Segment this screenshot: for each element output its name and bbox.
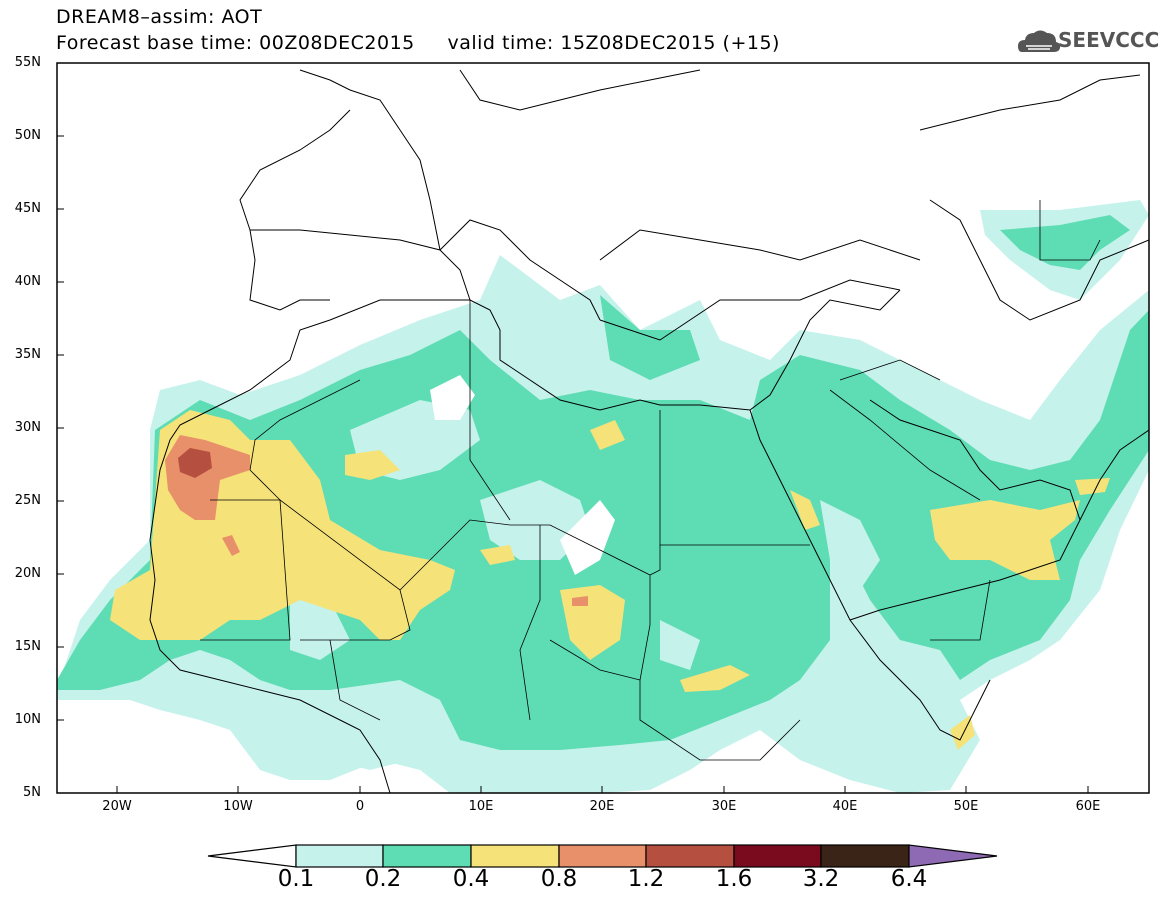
y-tick-label: 30N <box>14 420 41 435</box>
map-title: DREAM8–assim: AOT <box>56 6 263 28</box>
x-tick-label: 10W <box>223 799 253 814</box>
y-tick-label: 10N <box>14 712 41 727</box>
colorbar-swatch <box>733 844 822 868</box>
colorbar-swatch <box>470 844 560 868</box>
map-subtitle: Forecast base time: 00Z08DEC2015 valid t… <box>56 32 780 54</box>
x-tick-label: 0 <box>355 799 365 814</box>
x-tick-label: 20E <box>589 799 615 814</box>
x-tick-label: 10E <box>468 799 494 814</box>
colorbar-label: 0.8 <box>540 866 578 892</box>
x-tick-label: 30E <box>711 799 737 814</box>
y-tick-label: 25N <box>14 493 41 508</box>
x-tick-label: 50E <box>953 799 979 814</box>
colorbar-low-arrow <box>207 844 297 868</box>
y-tick-label: 35N <box>14 347 41 362</box>
colorbar-label: 0.4 <box>452 866 490 892</box>
y-tick-label: 40N <box>14 274 41 289</box>
colorbar-label: 1.2 <box>627 866 665 892</box>
y-tick-label: 55N <box>14 55 41 70</box>
cloud-icon <box>1018 30 1061 52</box>
colorbar-label: 0.2 <box>364 866 402 892</box>
coastlines <box>149 69 1149 793</box>
x-tick-label: 20W <box>102 799 132 814</box>
y-tick-label: 20N <box>14 566 41 581</box>
seevccc-logo: SEEVCCC <box>1058 28 1160 52</box>
colorbar-swatch <box>820 844 910 868</box>
country-borders <box>200 200 1101 761</box>
y-tick-label: 5N <box>23 785 41 800</box>
colorbar-label: 6.4 <box>890 866 928 892</box>
colorbar-swatch <box>558 844 647 868</box>
colorbar-label: 0.1 <box>277 866 315 892</box>
y-tick-label: 45N <box>14 201 41 216</box>
colorbar-swatch <box>295 844 384 868</box>
x-tick-label: 40E <box>832 799 858 814</box>
colorbar-swatch <box>645 844 735 868</box>
y-tick-label: 15N <box>14 639 41 654</box>
colorbar-label: 3.2 <box>802 866 840 892</box>
colorbar-high-arrow <box>908 844 998 868</box>
x-tick-label: 60E <box>1075 799 1101 814</box>
axis-ticks <box>57 62 1089 793</box>
colorbar-swatch <box>382 844 472 868</box>
aot-band-1.2 <box>178 448 212 478</box>
colorbar-label: 1.6 <box>715 866 753 892</box>
y-tick-label: 50N <box>14 128 41 143</box>
